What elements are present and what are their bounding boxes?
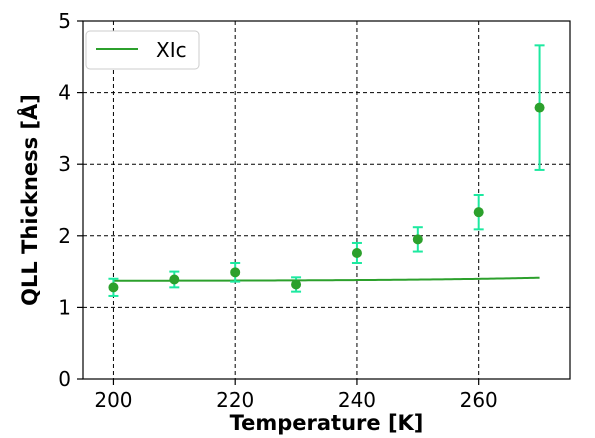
- x-tick-label: 260: [460, 388, 498, 412]
- data-point: [534, 102, 545, 113]
- data-point: [169, 274, 180, 285]
- data-point: [351, 247, 362, 258]
- data-point: [230, 267, 241, 278]
- data-point: [412, 234, 423, 245]
- grid-lines: [83, 21, 570, 379]
- data-point: [473, 207, 484, 218]
- data-point: [291, 279, 302, 290]
- axis-ticks: 200 220 240 260 0 1 2 3 4 5: [58, 9, 498, 412]
- y-tick-label: 4: [58, 81, 71, 105]
- fit-curve-xic: [113, 276, 540, 282]
- y-tick-label: 1: [58, 295, 71, 319]
- y-tick-label: 5: [58, 9, 71, 33]
- legend: XIc: [85, 30, 200, 70]
- x-tick-label: 220: [216, 388, 254, 412]
- x-tick-label: 240: [338, 388, 376, 412]
- data-point: [108, 282, 119, 293]
- legend-label-xic: XIc: [156, 38, 187, 62]
- y-tick-label: 3: [58, 152, 71, 176]
- y-tick-label: 0: [58, 367, 71, 391]
- plot-frame: [82, 20, 571, 380]
- x-tick-label: 200: [94, 388, 132, 412]
- fit-curve-layer: [113, 276, 540, 282]
- data-points-layer: [108, 102, 545, 293]
- y-axis-title: QLL Thickness [Å]: [17, 94, 42, 306]
- x-axis-title: Temperature [K]: [230, 411, 424, 435]
- legend-box: [85, 30, 200, 70]
- y-tick-label: 2: [58, 224, 71, 248]
